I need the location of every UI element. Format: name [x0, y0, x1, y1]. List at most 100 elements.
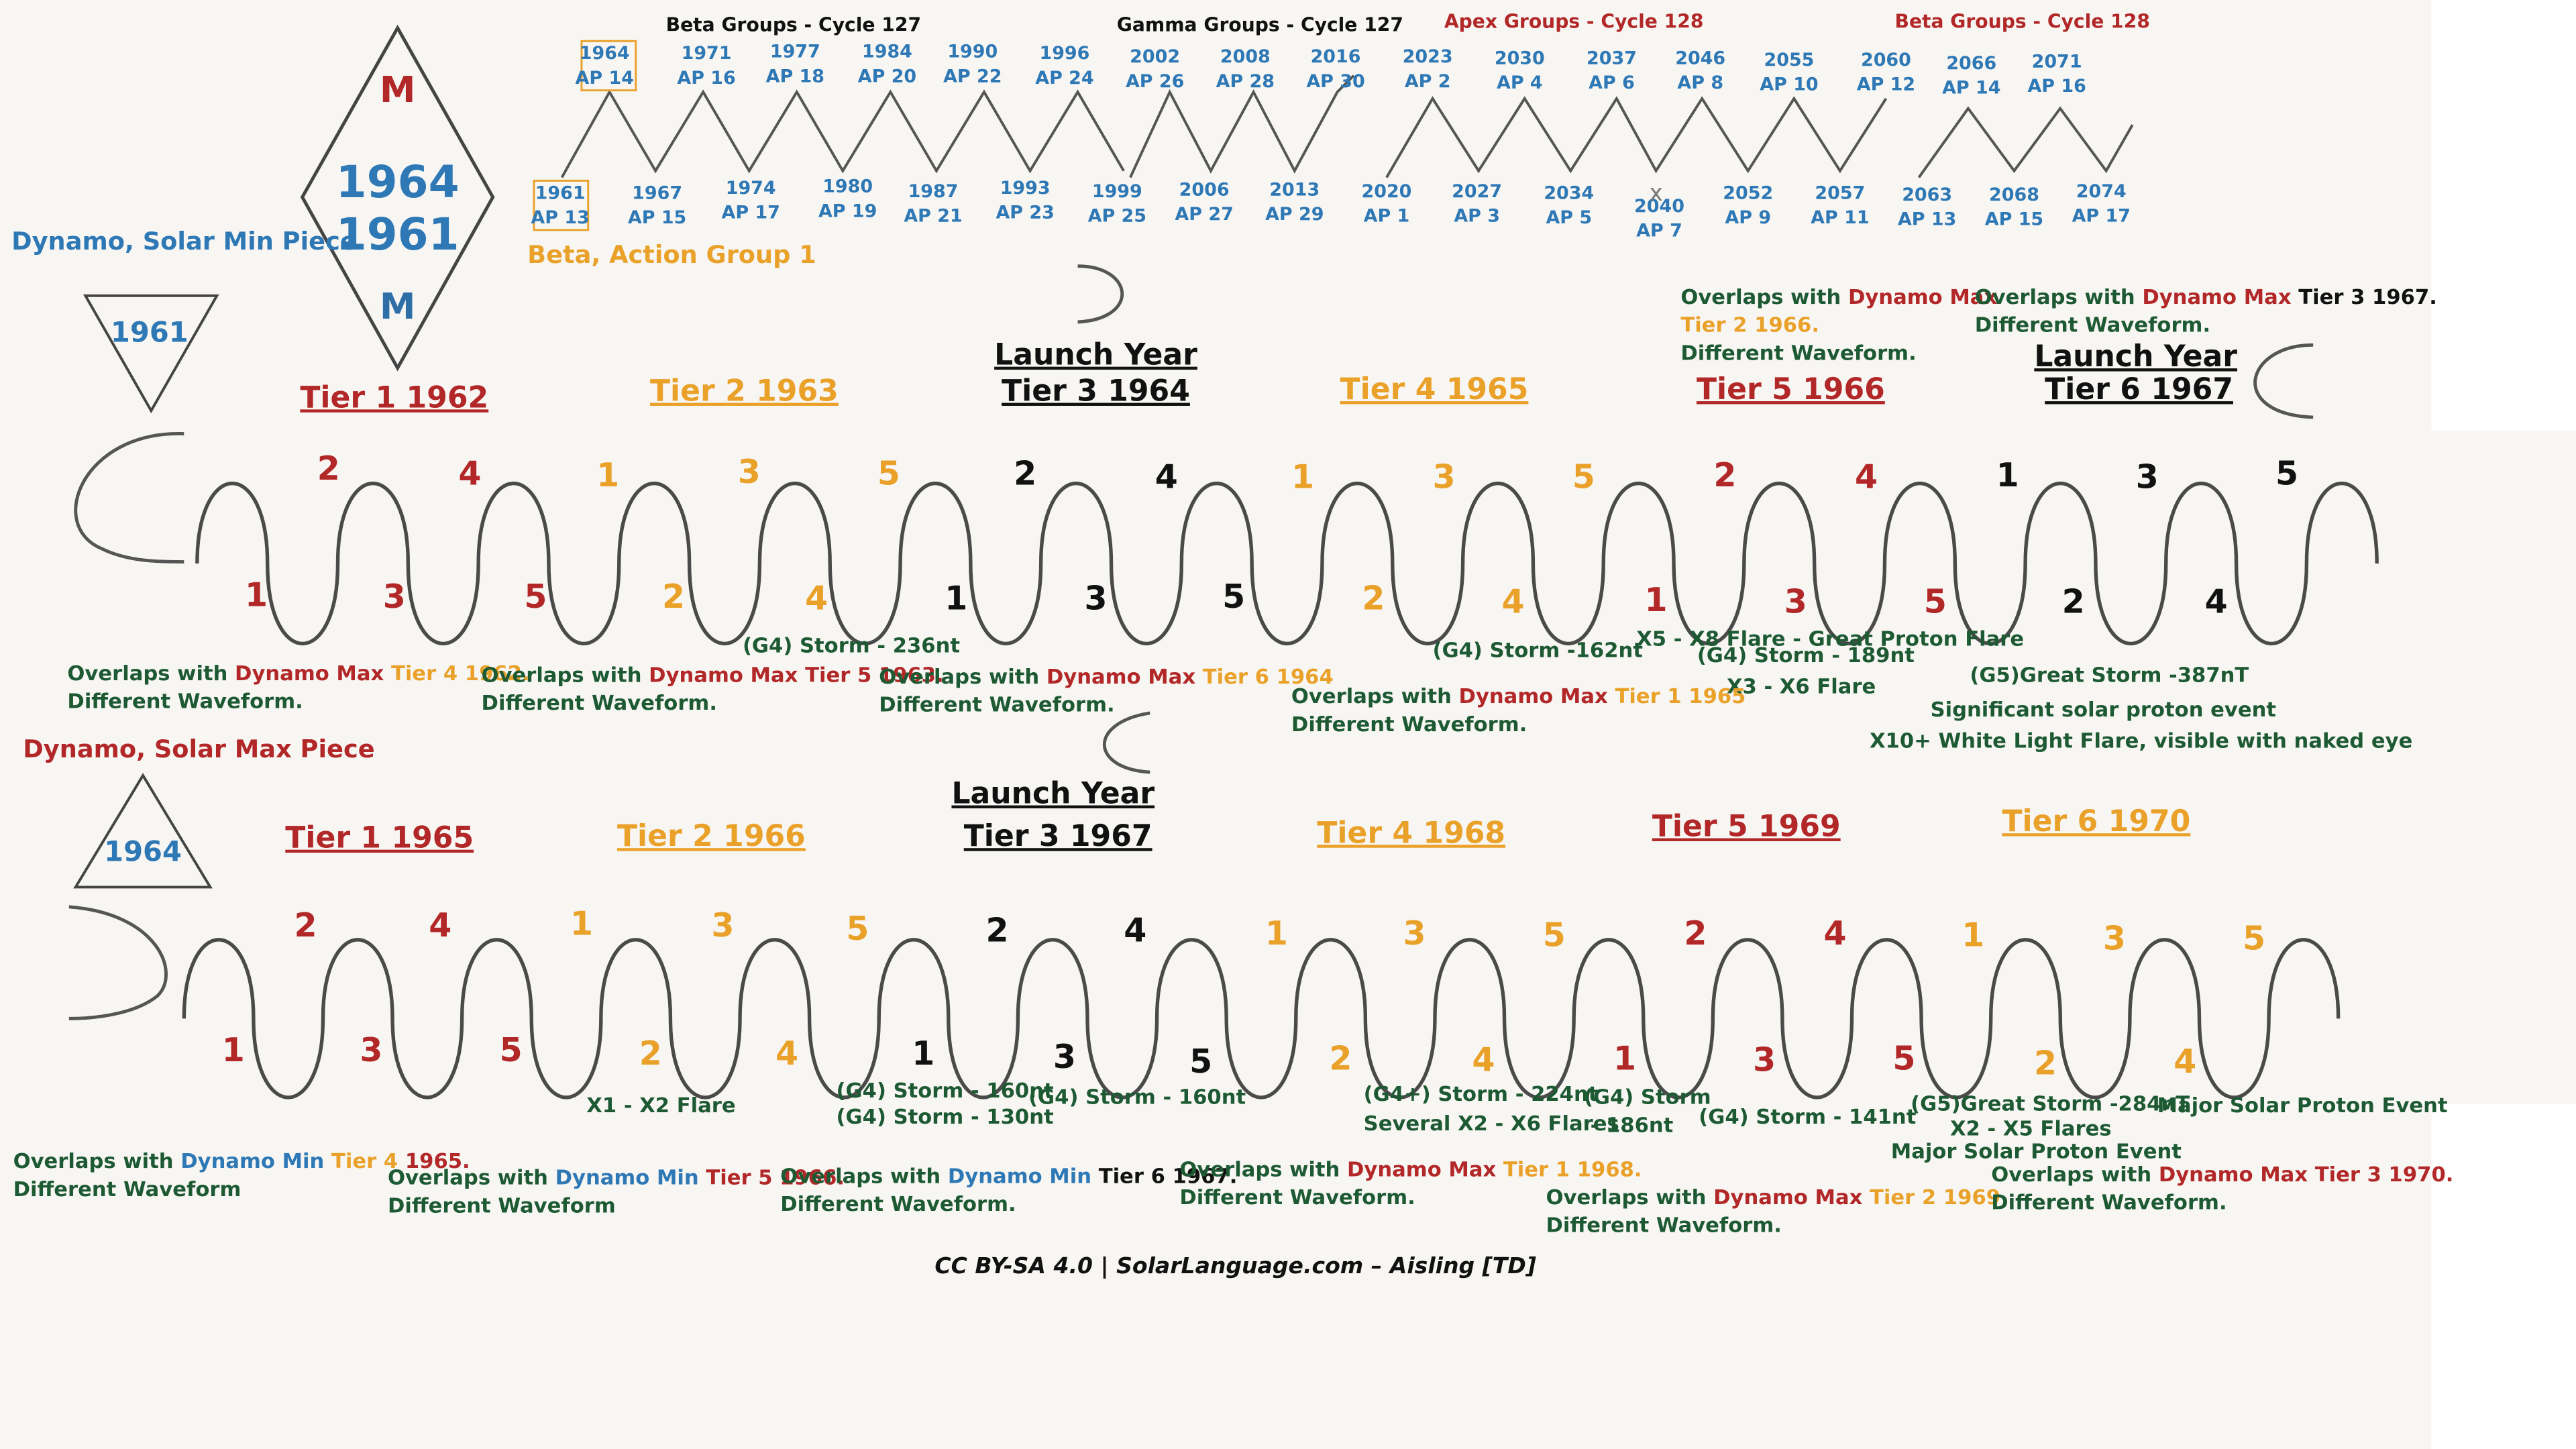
solar-min-tier-label: Tier 4 1965 [1340, 372, 1529, 407]
solar-max-overlap-note: Overlaps with Dynamo Min Tier 5 1966. [388, 1167, 845, 1190]
solar-min-overlap-note-part: Tier 3 1967. [2298, 286, 2437, 309]
solar-max-tier-label: Launch Year [951, 777, 1155, 811]
solar-max-wave-number: 1 [1962, 916, 1984, 955]
zigzag-timeline-segment-1 [560, 89, 1125, 178]
timeline-bottom-year: 2020 [1361, 181, 1411, 202]
timeline-top-year: 2046 [1675, 48, 1725, 69]
timeline-top-ap: AP 10 [1760, 74, 1818, 95]
timeline-top-year: 1984 [862, 42, 912, 62]
timeline-top-year: 2016 [1311, 46, 1361, 67]
timeline-top-ap: AP 16 [2027, 76, 2086, 97]
timeline-bottom-year: 1974 [726, 178, 776, 199]
solar-min-tier-label: Tier 1 1962 [300, 380, 488, 415]
solar-min-overlap-note: Overlaps with Dynamo Max Tier 3 1967. [1975, 286, 2437, 309]
solar-max-wave-number: 2 [294, 906, 317, 945]
solar-min-overlap-note-part: Tier 6 1964 [1203, 665, 1334, 689]
solar-max-wave-number: 5 [846, 910, 869, 948]
solar-min-wave-number: 1 [596, 456, 619, 494]
timeline-top-ap: AP 28 [1216, 71, 1275, 92]
solar-max-event: (G4) Storm - 160nt [837, 1079, 1054, 1103]
solar-min-overlap-note: Overlaps with Dynamo Max Tier 1 1965 [1291, 685, 1746, 708]
timeline-bottom-ap: AP 5 [1546, 207, 1592, 228]
timeline-top-year: 1990 [947, 42, 998, 62]
solar-min-overlap-note: Overlaps with Dynamo Max Tier 6 1964 [879, 665, 1334, 689]
solar-max-event: X1 - X2 Flare [586, 1094, 735, 1118]
solar-max-event: Several X2 - X6 Flares [1364, 1112, 1619, 1136]
zigzag-timeline-segment-4 [1917, 106, 2134, 178]
solar-min-overlap-note-part: Overlaps with [879, 665, 1046, 689]
timeline-top-ap: AP 6 [1589, 72, 1635, 93]
solar-min-event: (G5)Great Storm -387nT [1970, 663, 2249, 687]
solar-max-wave-number: 5 [2243, 920, 2265, 958]
timeline-top-year: 1971 [682, 43, 732, 64]
solar-min-wave-number: 1 [945, 580, 967, 618]
solar-min-overlap-note-part: Dynamo Max [2142, 286, 2298, 309]
solar-min-tier-label: Launch Year [994, 338, 1197, 372]
timeline-bottom-year: 2013 [1269, 179, 1320, 200]
solar-min-wave-number: 4 [1501, 582, 1524, 621]
timeline-bottom-ap: AP 9 [1725, 207, 1771, 228]
solar-max-wave-number: 1 [570, 904, 593, 943]
solar-max-overlap-waveform: Different Waveform [388, 1194, 616, 1218]
solar-max-wave-number: 1 [1265, 914, 1288, 953]
solar-max-overlap-note-part: Dynamo Min [555, 1167, 706, 1190]
solar-max-wave-number: 5 [500, 1031, 523, 1069]
solar-max-overlap-note-part: Overlaps with [780, 1165, 948, 1188]
solar-min-overlap-waveform: Different Waveform. [1291, 713, 1527, 737]
solar-min-overlap-note: Overlaps with Dynamo Max Tier 4 1962. [67, 662, 529, 686]
solar-min-overlap-note-part: Overlaps with [482, 663, 649, 687]
solar-max-wave-number: 3 [1053, 1038, 1076, 1076]
apex-128-header: Apex Groups - Cycle 128 [1444, 11, 1704, 33]
solar-max-event: - 186nt [1591, 1114, 1674, 1137]
timeline-bottom-ap: AP 17 [2072, 206, 2131, 227]
timeline-bottom-ap: AP 17 [721, 203, 780, 223]
solar-min-tier-label: Tier 3 1964 [1002, 374, 1190, 409]
solar-min-wave-number: 3 [383, 578, 406, 616]
timeline-bottom-year: 2052 [1723, 182, 1773, 203]
solar-min-wave-number: 3 [1784, 582, 1807, 621]
timeline-top-year: 2037 [1587, 48, 1637, 69]
text-labels: Beta Groups - Cycle 127 Gamma Groups - Cy… [11, 11, 2453, 1279]
solar-min-wave-number: 2 [2062, 582, 2085, 621]
small-arc-3 [1102, 711, 1150, 774]
timeline-bottom-year: 2063 [1902, 184, 1952, 205]
solar-max-wave-number: 4 [429, 906, 451, 945]
solar-min-wave-number: 1 [245, 576, 268, 614]
solar-max-overlap-note-part: 1965. [405, 1150, 470, 1173]
solar-max-event: X2 - X5 Flares [1950, 1117, 2112, 1140]
solar-min-overlap-note-part: Dynamo Max [1848, 286, 1998, 309]
diamond-year-1: 1964 [336, 156, 460, 208]
solar-min-overlap-note-part: Dynamo Max [649, 663, 805, 687]
solar-max-overlap-note: Overlaps with Dynamo Max Tier 2 1969 [1546, 1186, 2001, 1210]
timeline-top-year: 1977 [770, 42, 820, 62]
solar-max-overlap-note-part: Dynamo Max [1713, 1186, 1870, 1210]
timeline-top-ap: AP 14 [576, 68, 634, 89]
solar-max-wave-number: 1 [222, 1031, 245, 1069]
timeline-top-year: 2030 [1495, 48, 1545, 69]
solar-min-tier-label: Launch Year [2034, 339, 2237, 374]
solar-max-event: (G4) Storm - 160nt [1028, 1086, 1246, 1110]
timeline-bottom-year: 1993 [1000, 178, 1051, 199]
highlight-box-1964 [580, 40, 637, 92]
diamond-year-2: 1961 [336, 209, 460, 260]
solar-max-tier-label: Tier 1 1965 [285, 821, 474, 855]
solar-min-overlap-note-part: Dynamo Max [1459, 685, 1615, 708]
solar-min-wave-number: 4 [805, 580, 828, 618]
solar-min-tier-label: Tier 5 1966 [1697, 372, 1885, 407]
solar-min-wave-number: 3 [1433, 458, 1456, 496]
timeline-bottom-ap: AP 11 [1811, 207, 1869, 228]
solar-min-tier-label: Tier 2 1963 [650, 374, 839, 409]
credit-line: CC BY-SA 4.0 | SolarLanguage.com – Aisli… [934, 1252, 1536, 1279]
solar-max-wave-number: 4 [1472, 1041, 1495, 1079]
timeline-top-ap: AP 12 [1857, 74, 1915, 95]
timeline-top-year: 1964 [580, 43, 630, 64]
solar-min-event: X3 - X6 Flare [1727, 675, 1876, 698]
beta-127-header: Beta Groups - Cycle 127 [666, 14, 921, 36]
solar-max-wave-number: 4 [1823, 914, 1846, 953]
solar-min-label: Dynamo, Solar Min Piece [11, 227, 357, 256]
solar-min-wave-number: 2 [1713, 456, 1736, 494]
small-arc-1 [1077, 264, 1124, 324]
zigzag-timeline-segment-3 [1385, 96, 1888, 178]
solar-min-event: (G4) Storm - 236nt [743, 634, 960, 657]
